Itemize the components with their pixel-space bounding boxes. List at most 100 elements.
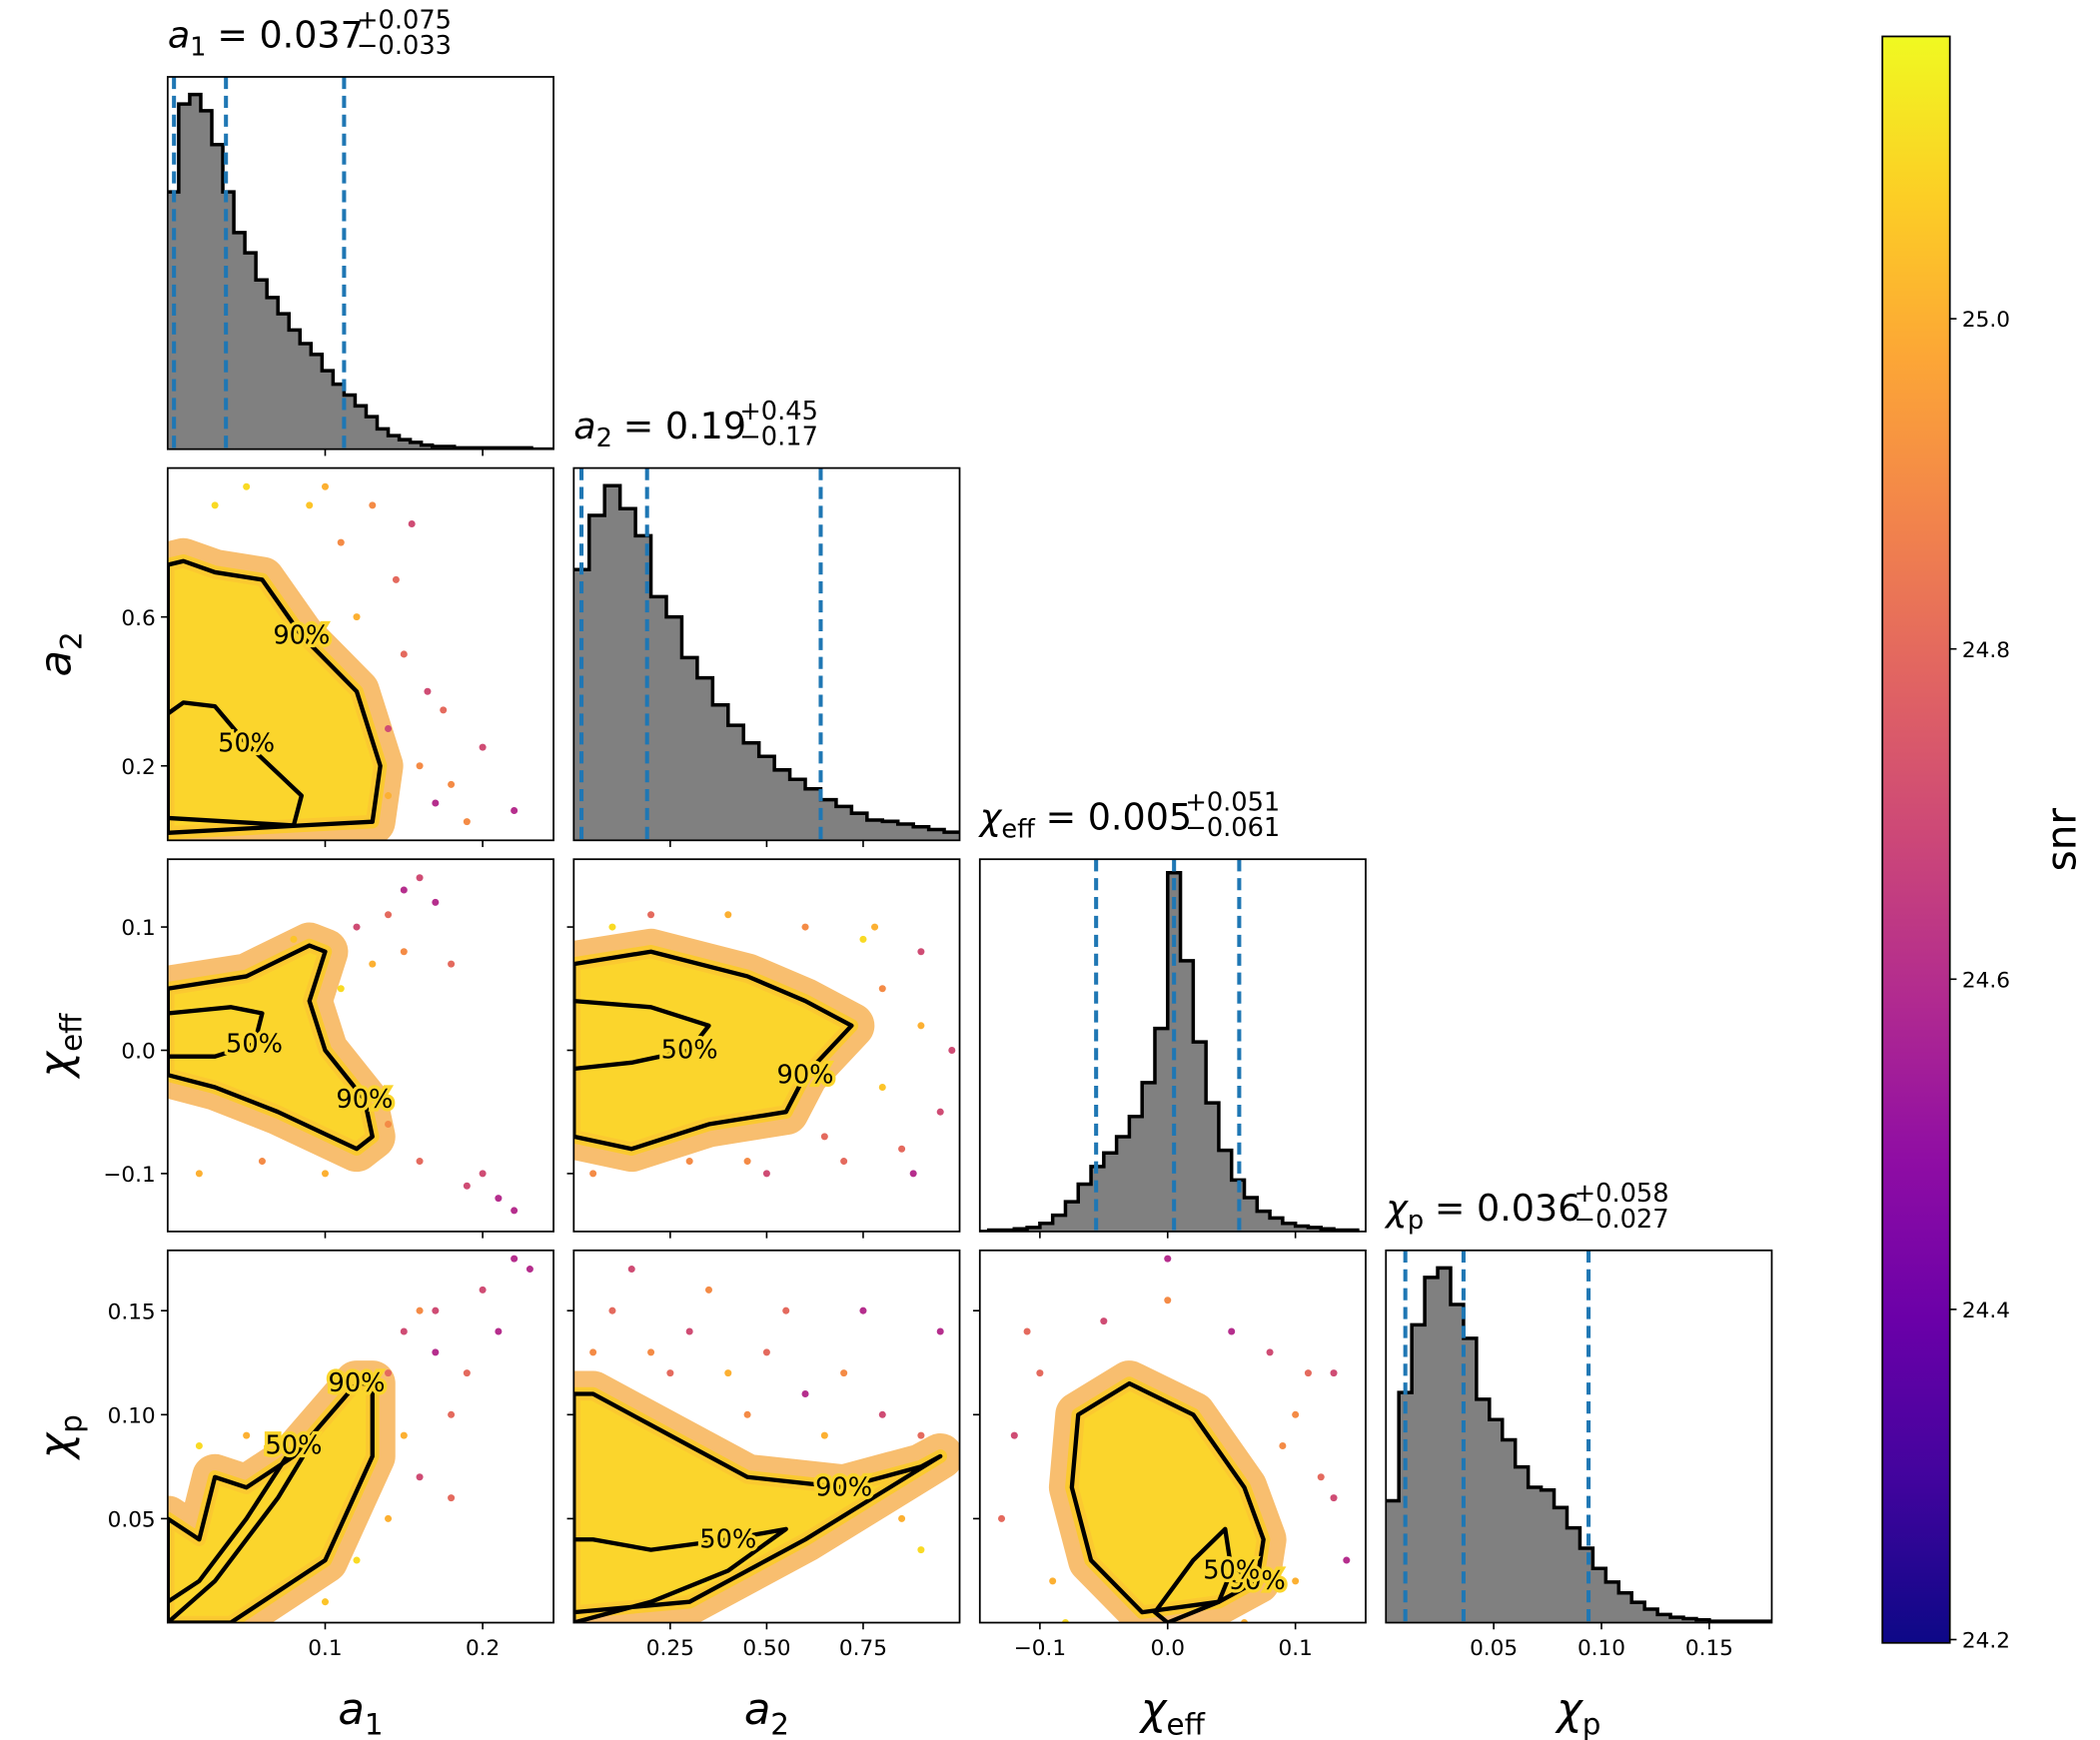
x-tick-label: 0.15 bbox=[1685, 1636, 1733, 1661]
sample-point bbox=[400, 1431, 408, 1439]
sample-point bbox=[998, 1514, 1006, 1522]
hist-outline bbox=[573, 483, 960, 834]
sample-point bbox=[337, 538, 345, 546]
contour bbox=[1152, 1526, 1234, 1623]
sample-point bbox=[479, 743, 487, 751]
sample-point bbox=[432, 799, 440, 807]
sample-point bbox=[762, 1170, 770, 1178]
x-tick-label: 0.0 bbox=[1151, 1636, 1185, 1661]
sample-point bbox=[385, 911, 393, 919]
y-axis-label-subscript: eff bbox=[54, 1013, 88, 1052]
hist-bar bbox=[410, 441, 423, 449]
x-axis-label-subscript: p bbox=[1582, 1708, 1601, 1740]
sample-point bbox=[495, 1195, 503, 1203]
histogram bbox=[167, 76, 554, 449]
contour bbox=[167, 700, 304, 828]
hist-bar bbox=[774, 769, 790, 841]
hist-bar bbox=[1052, 1215, 1066, 1232]
hist-bar bbox=[278, 314, 290, 449]
sample-point bbox=[321, 1598, 329, 1606]
sample-point bbox=[400, 886, 408, 894]
sample-point bbox=[353, 1556, 361, 1564]
title-subscript: p bbox=[1408, 1206, 1424, 1236]
sample-point bbox=[878, 1083, 886, 1092]
sample-point bbox=[762, 1348, 770, 1356]
sample-point bbox=[408, 519, 416, 528]
contour bbox=[573, 998, 711, 1072]
sample-point bbox=[385, 792, 393, 800]
title-symbol: χ bbox=[978, 795, 1003, 838]
contour bbox=[167, 1005, 265, 1059]
sample-point bbox=[337, 985, 345, 993]
hist-bar bbox=[944, 832, 960, 841]
hist-bar bbox=[1386, 1500, 1400, 1623]
hist-bar bbox=[1567, 1527, 1580, 1623]
hist-bar bbox=[1206, 1103, 1220, 1232]
hist-bar bbox=[604, 485, 621, 841]
sample-point bbox=[859, 1306, 867, 1314]
hist-bar bbox=[366, 417, 378, 449]
title-lower: −0.027 bbox=[1575, 1205, 1669, 1235]
x-axis-label-subscript: eff bbox=[1167, 1708, 1206, 1740]
sample-point bbox=[385, 724, 393, 732]
contour-label: 90% bbox=[329, 1368, 386, 1398]
hist-bar bbox=[882, 821, 899, 841]
sample-point bbox=[724, 911, 732, 919]
hist-outline bbox=[979, 870, 1360, 1232]
hist-bar bbox=[835, 806, 852, 841]
y-axis-label-symbol: χ bbox=[32, 1431, 82, 1460]
panel-frame bbox=[166, 858, 554, 1233]
sample-point bbox=[724, 1369, 732, 1377]
sample-point bbox=[917, 1022, 925, 1030]
title-symbol: a bbox=[168, 13, 190, 56]
sample-point bbox=[448, 1410, 456, 1418]
hist-bar bbox=[399, 439, 412, 449]
sample-point bbox=[820, 1431, 828, 1439]
sample-point bbox=[743, 1158, 751, 1166]
panel-frame bbox=[166, 466, 554, 842]
scatter-panel: 90% 50% bbox=[167, 1255, 533, 1623]
sample-point bbox=[400, 948, 408, 956]
y-tick-label: −0.1 bbox=[103, 1163, 155, 1188]
y-axis-label-subscript: 2 bbox=[54, 631, 88, 650]
hist-bar bbox=[1463, 1337, 1478, 1623]
sample-point bbox=[909, 1170, 917, 1178]
histogram bbox=[1386, 1250, 1772, 1623]
sample-point bbox=[627, 1266, 635, 1274]
panel-frame bbox=[572, 858, 961, 1233]
sample-point bbox=[1010, 1431, 1018, 1439]
sample-point bbox=[840, 1158, 848, 1166]
panel-frame bbox=[572, 1249, 961, 1624]
hist-bar bbox=[1193, 1042, 1207, 1232]
sample-point bbox=[321, 1170, 329, 1178]
sample-point bbox=[589, 1170, 597, 1178]
sample-point bbox=[243, 1431, 251, 1439]
sample-point bbox=[432, 898, 440, 906]
hist-bar bbox=[388, 435, 400, 449]
colorbar-tick-label: 24.2 bbox=[1962, 1629, 2010, 1654]
sample-point bbox=[432, 1348, 440, 1356]
y-tick-label: 0.15 bbox=[108, 1300, 156, 1324]
sample-point bbox=[385, 1514, 393, 1522]
sample-point bbox=[898, 1514, 906, 1522]
sample-point bbox=[416, 1306, 424, 1314]
hist-bar bbox=[1078, 1184, 1092, 1232]
hist-bar bbox=[1502, 1439, 1517, 1623]
contour bbox=[167, 558, 383, 835]
hist-bar bbox=[666, 616, 682, 841]
contour-label: 90% bbox=[273, 620, 330, 650]
contour bbox=[167, 1443, 312, 1623]
sample-point bbox=[1317, 1473, 1325, 1481]
sample-point bbox=[1228, 1327, 1236, 1335]
y-tick-label: 0.2 bbox=[121, 755, 155, 780]
sample-point bbox=[353, 613, 361, 621]
y-tick-label: 0.05 bbox=[108, 1508, 156, 1533]
sample-point bbox=[511, 1207, 519, 1215]
hist-bar bbox=[1412, 1324, 1426, 1623]
scatter-panel: 90% 50% bbox=[573, 1266, 960, 1623]
hist-bar bbox=[1257, 1211, 1271, 1232]
sample-point bbox=[353, 923, 361, 931]
hist-bar bbox=[211, 144, 224, 449]
colorbar-label: snr bbox=[2037, 808, 2085, 872]
